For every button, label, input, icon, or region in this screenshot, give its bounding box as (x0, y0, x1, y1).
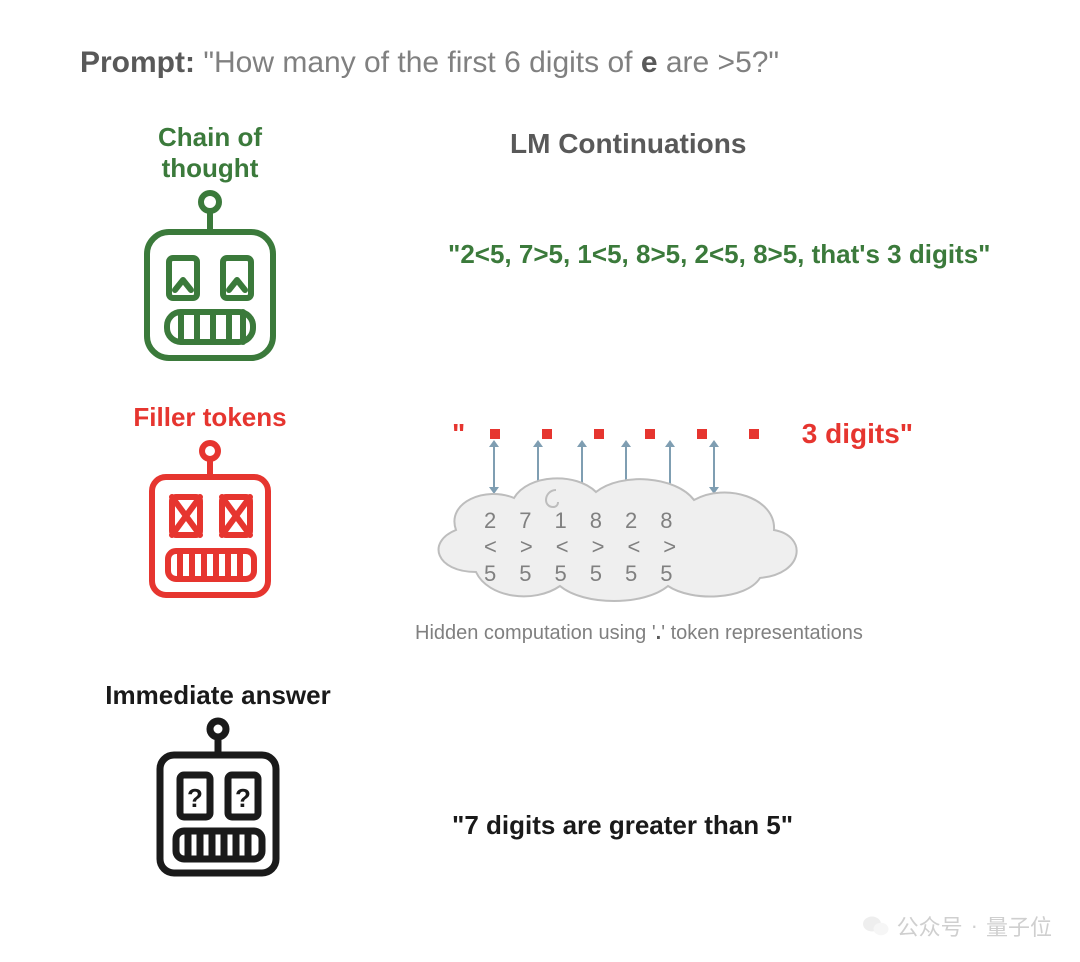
caption-part: ' token representations (661, 622, 863, 644)
robot-icon-cot (125, 190, 295, 370)
cloud-digit: 1 (555, 508, 567, 534)
filler-label: Filler tokens (110, 402, 310, 433)
cloud-compare: 5 (484, 561, 496, 587)
filler-dot (542, 429, 552, 439)
cloud-op: < (484, 534, 497, 560)
filler-dot (594, 429, 604, 439)
cloud-compare: 5 (590, 561, 602, 587)
filler-caption: Hidden computation using '.' token repre… (415, 622, 863, 645)
cloud-digit: 8 (590, 508, 602, 534)
cloud-compare: 5 (660, 561, 672, 587)
cloud-compare: 5 (625, 561, 637, 587)
filler-dot (490, 429, 500, 439)
column-header-continuations: LM Continuations (510, 128, 746, 160)
prompt-variable: e (641, 46, 658, 79)
cloud-digit: 2 (484, 508, 496, 534)
immediate-block: Immediate answer ? ? (88, 680, 348, 892)
watermark-right: 量子位 (986, 910, 1052, 942)
prompt-text-before: "How many of the first 6 digits of (195, 46, 641, 79)
cloud-op: > (520, 534, 533, 560)
filler-output: " 3 digits" (452, 418, 913, 450)
filler-open-quote: " (452, 418, 465, 449)
wechat-icon (863, 915, 889, 937)
cloud-digit: 8 (660, 508, 672, 534)
prompt-line: Prompt: "How many of the first 6 digits … (80, 46, 779, 80)
prompt-label: Prompt: (80, 46, 195, 79)
cloud-op: < (556, 534, 569, 560)
filler-answer: 3 digits" (802, 418, 913, 449)
cloud-op: < (627, 534, 640, 560)
cloud-digit: 7 (519, 508, 531, 534)
cloud-op: > (592, 534, 605, 560)
watermark-left: 公众号 (897, 910, 963, 942)
cloud-compare: 5 (555, 561, 567, 587)
caption-part: Hidden computation using ' (415, 622, 656, 644)
filler-dot (697, 429, 707, 439)
immediate-label: Immediate answer (88, 680, 348, 711)
cloud-digit: 2 (625, 508, 637, 534)
prompt-text-after: are >5?" (658, 46, 780, 79)
cot-block: Chain of thought (110, 122, 310, 375)
filler-dot (645, 429, 655, 439)
watermark: 公众号 · 量子位 (863, 910, 1052, 942)
watermark-dot: · (971, 913, 978, 939)
svg-text:?: ? (187, 783, 203, 813)
cot-label: Chain of thought (110, 122, 310, 184)
robot-icon-filler (130, 439, 290, 609)
hidden-computation-cloud: 2 7 1 8 2 8 < > < > < > 5 5 5 5 5 5 (416, 462, 816, 617)
cloud-op: > (663, 534, 676, 560)
cot-continuation: "2<5, 7>5, 1<5, 8>5, 2<5, 8>5, that's 3 … (448, 236, 1008, 274)
cloud-grid: 2 7 1 8 2 8 < > < > < > 5 5 5 5 5 5 (484, 508, 676, 587)
svg-text:?: ? (235, 783, 251, 813)
immediate-continuation: "7 digits are greater than 5" (452, 810, 793, 841)
cloud-compare: 5 (519, 561, 531, 587)
robot-icon-immediate: ? ? (138, 717, 298, 887)
filler-dot (749, 429, 759, 439)
filler-block: Filler tokens (110, 402, 310, 614)
